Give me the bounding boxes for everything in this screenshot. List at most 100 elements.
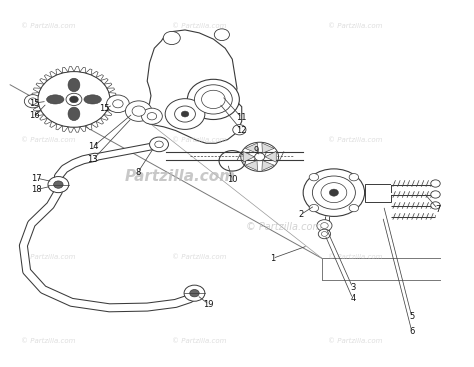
Text: Partzilla.com: Partzilla.com — [125, 169, 236, 184]
Text: 10: 10 — [227, 175, 237, 184]
Circle shape — [309, 204, 319, 212]
Polygon shape — [31, 97, 38, 102]
Polygon shape — [262, 143, 274, 153]
Text: © Partzilla.com: © Partzilla.com — [328, 23, 383, 29]
Circle shape — [38, 72, 110, 127]
Circle shape — [181, 111, 189, 117]
Polygon shape — [96, 118, 103, 124]
Ellipse shape — [68, 107, 80, 121]
Polygon shape — [109, 92, 116, 97]
Text: 5: 5 — [409, 312, 414, 321]
Ellipse shape — [68, 78, 80, 92]
Circle shape — [312, 176, 356, 209]
Circle shape — [190, 290, 199, 297]
Polygon shape — [96, 75, 103, 81]
Circle shape — [321, 183, 347, 203]
Polygon shape — [104, 83, 112, 88]
Circle shape — [303, 169, 365, 217]
Polygon shape — [86, 124, 92, 130]
Text: 16: 16 — [29, 111, 40, 120]
Polygon shape — [100, 115, 108, 120]
Polygon shape — [45, 118, 52, 124]
Circle shape — [431, 180, 440, 187]
Polygon shape — [246, 160, 257, 171]
Circle shape — [150, 137, 168, 152]
Circle shape — [132, 106, 146, 116]
Text: 7: 7 — [435, 204, 440, 214]
Polygon shape — [36, 110, 44, 116]
Polygon shape — [45, 75, 52, 81]
Circle shape — [431, 202, 440, 209]
Circle shape — [317, 220, 332, 232]
Polygon shape — [36, 83, 44, 88]
Circle shape — [321, 232, 328, 236]
Polygon shape — [80, 126, 86, 131]
Polygon shape — [62, 126, 68, 131]
Text: 18: 18 — [31, 185, 41, 194]
Circle shape — [113, 100, 123, 108]
Text: 15: 15 — [100, 104, 110, 113]
Polygon shape — [262, 160, 274, 171]
Polygon shape — [91, 72, 98, 77]
Polygon shape — [74, 66, 80, 72]
Polygon shape — [91, 121, 98, 127]
Text: 17: 17 — [31, 174, 41, 182]
Polygon shape — [62, 67, 68, 73]
Circle shape — [155, 141, 163, 148]
Circle shape — [431, 191, 440, 198]
Text: 19: 19 — [203, 299, 214, 309]
Polygon shape — [74, 127, 80, 132]
Polygon shape — [86, 69, 92, 75]
Polygon shape — [32, 102, 39, 106]
Polygon shape — [107, 88, 115, 92]
Circle shape — [54, 181, 63, 188]
Polygon shape — [56, 69, 62, 75]
Polygon shape — [365, 184, 391, 202]
Polygon shape — [50, 72, 57, 77]
Text: © Partzilla.com: © Partzilla.com — [21, 254, 75, 259]
Circle shape — [165, 99, 205, 130]
Circle shape — [24, 95, 41, 108]
Polygon shape — [56, 124, 62, 130]
Circle shape — [147, 113, 156, 120]
Circle shape — [194, 85, 232, 114]
Text: © Partzilla.com: © Partzilla.com — [21, 338, 75, 344]
Text: 15: 15 — [29, 99, 40, 108]
Text: 8: 8 — [135, 168, 140, 177]
Circle shape — [318, 229, 330, 239]
Text: © Partzilla.com: © Partzilla.com — [328, 137, 383, 143]
Circle shape — [233, 125, 246, 135]
Circle shape — [66, 93, 82, 106]
Circle shape — [28, 98, 37, 105]
Circle shape — [70, 96, 78, 103]
Polygon shape — [265, 152, 276, 162]
Polygon shape — [145, 30, 242, 143]
Ellipse shape — [46, 95, 64, 104]
Circle shape — [48, 177, 69, 193]
Polygon shape — [110, 97, 117, 102]
Text: © Partzilla.com: © Partzilla.com — [172, 137, 227, 143]
Circle shape — [320, 223, 328, 229]
Text: © Partzilla.com: © Partzilla.com — [21, 23, 75, 29]
Text: 3: 3 — [350, 283, 356, 292]
Circle shape — [187, 79, 239, 120]
Circle shape — [126, 101, 152, 121]
Polygon shape — [68, 127, 74, 132]
Text: 6: 6 — [409, 327, 415, 336]
Circle shape — [174, 106, 195, 122]
Polygon shape — [109, 102, 116, 106]
Text: 11: 11 — [237, 113, 247, 122]
Circle shape — [214, 29, 229, 40]
Circle shape — [201, 90, 225, 109]
Polygon shape — [100, 79, 108, 84]
Polygon shape — [40, 79, 47, 84]
Polygon shape — [243, 152, 254, 162]
Text: 2: 2 — [298, 210, 303, 219]
Text: © Partzilla.com: © Partzilla.com — [246, 222, 322, 232]
Polygon shape — [32, 92, 39, 97]
Circle shape — [142, 108, 162, 124]
Text: © Partzilla.com: © Partzilla.com — [172, 23, 227, 29]
Text: 4: 4 — [350, 294, 356, 303]
Text: 12: 12 — [237, 126, 247, 135]
Circle shape — [309, 174, 319, 181]
